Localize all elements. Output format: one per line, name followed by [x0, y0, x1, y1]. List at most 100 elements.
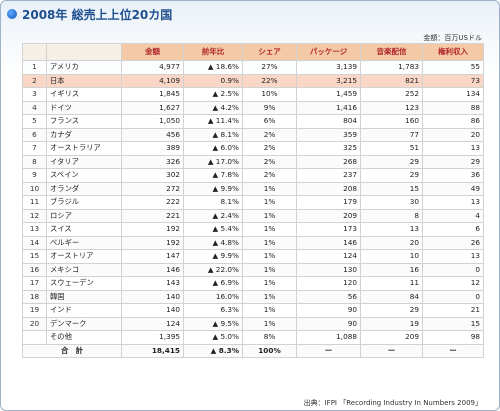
- cell-digital: 209: [360, 330, 423, 345]
- cell-rank: 17: [22, 276, 47, 291]
- cell-amount: 326: [121, 154, 184, 169]
- cell-rights: 20: [422, 127, 484, 142]
- cell-package: 1,416: [296, 100, 361, 115]
- cell-rank: 16: [22, 262, 47, 277]
- sales-table: 金額 前年比 シェア パッケージ 音楽配信 権利収入 1 アメリカ 4,977 ▲ 1…: [22, 43, 484, 358]
- header-rank: [22, 43, 47, 61]
- cell-digital: 11: [360, 276, 423, 291]
- cell-share: 10%: [242, 87, 297, 102]
- table-row: 5 フランス 1,050 ▲ 11.4% 6% 804 160 86: [22, 114, 484, 129]
- cell-rights: 49: [422, 181, 484, 196]
- cell-digital: 252: [360, 87, 423, 102]
- cell-digital: 8: [360, 208, 423, 223]
- cell-yoy: 6.3%: [183, 303, 243, 318]
- cell-country: オランダ: [46, 181, 122, 196]
- cell-rank: 5: [22, 114, 47, 129]
- cell-digital: 16: [360, 262, 423, 277]
- table-row: 1 アメリカ 4,977 ▲ 18.6% 27% 3,139 1,783 55: [22, 60, 484, 75]
- cell-amount: 4,109: [121, 73, 184, 88]
- cell-country: カナダ: [46, 127, 122, 142]
- cell-yoy: ▲ 18.6%: [183, 60, 243, 75]
- table-row: 17 スウェーデン 143 ▲ 6.9% 1% 120 11 12: [22, 276, 484, 291]
- cell-rights: 0: [422, 289, 484, 304]
- header-country: [46, 43, 122, 61]
- cell-amount: 140: [121, 303, 184, 318]
- table-row: 10 オランダ 272 ▲ 9.9% 1% 208 15 49: [22, 181, 484, 196]
- cell-package: 179: [296, 195, 361, 210]
- table-row: 3 イギリス 1,845 ▲ 2.5% 10% 1,459 252 134: [22, 87, 484, 102]
- cell-amount: 146: [121, 262, 184, 277]
- cell-country: ベルギー: [46, 235, 122, 250]
- title-text: 2008年 総売上上位20カ国: [22, 7, 173, 22]
- cell-digital: 77: [360, 127, 423, 142]
- cell-amount: 4,977: [121, 60, 184, 75]
- cell-package: 268: [296, 154, 361, 169]
- cell-rights: 73: [422, 73, 484, 88]
- cell-package: 146: [296, 235, 361, 250]
- cell-country: ロシア: [46, 208, 122, 223]
- cell-rights: 15: [422, 316, 484, 331]
- cell-yoy: 16.0%: [183, 289, 243, 304]
- cell-package: 56: [296, 289, 361, 304]
- cell-package: 325: [296, 141, 361, 156]
- table-row: 9 スペイン 302 ▲ 7.8% 2% 237 29 36: [22, 168, 484, 183]
- header-rights: 権利収入: [422, 43, 484, 61]
- cell-rights: 4: [422, 208, 484, 223]
- cell-digital: 13: [360, 222, 423, 237]
- cell-digital: 1,783: [360, 60, 423, 75]
- total-digital: ー: [360, 343, 423, 358]
- cell-rank: 19: [22, 303, 47, 318]
- table-row: 6 カナダ 456 ▲ 8.1% 2% 359 77 20: [22, 127, 484, 142]
- cell-package: 209: [296, 208, 361, 223]
- cell-rank: 11: [22, 195, 47, 210]
- table-row: 19 インド 140 6.3% 1% 90 29 21: [22, 303, 484, 318]
- header-package: パッケージ: [296, 43, 361, 61]
- cell-amount: 302: [121, 168, 184, 183]
- cell-country: ブラジル: [46, 195, 122, 210]
- cell-amount: 124: [121, 316, 184, 331]
- cell-share: 1%: [242, 262, 297, 277]
- cell-rank: 14: [22, 235, 47, 250]
- table-row: 15 オーストリア 147 ▲ 9.9% 1% 124 10 13: [22, 249, 484, 264]
- table-row: 14 ベルギー 192 ▲ 4.8% 1% 146 20 26: [22, 235, 484, 250]
- cell-digital: 30: [360, 195, 423, 210]
- cell-share: 1%: [242, 316, 297, 331]
- cell-amount: 1,845: [121, 87, 184, 102]
- cell-rank: 15: [22, 249, 47, 264]
- cell-yoy: ▲ 6.9%: [183, 276, 243, 291]
- cell-country: 日本: [46, 73, 122, 88]
- cell-country: 韓国: [46, 289, 122, 304]
- cell-share: 1%: [242, 195, 297, 210]
- cell-share: 1%: [242, 303, 297, 318]
- cell-digital: 160: [360, 114, 423, 129]
- cell-share: 2%: [242, 154, 297, 169]
- table-row: 20 デンマーク 124 ▲ 9.5% 1% 90 19 15: [22, 316, 484, 331]
- cell-digital: 821: [360, 73, 423, 88]
- cell-share: 1%: [242, 208, 297, 223]
- cell-digital: 15: [360, 181, 423, 196]
- cell-rank: 1: [22, 60, 47, 75]
- bullet-icon: [7, 9, 17, 19]
- table-row: 11 ブラジル 222 8.1% 1% 179 30 13: [22, 195, 484, 210]
- cell-amount: 143: [121, 276, 184, 291]
- cell-package: 1,459: [296, 87, 361, 102]
- table-row: 8 イタリア 326 ▲ 17.0% 2% 268 29 29: [22, 154, 484, 169]
- cell-yoy: 8.1%: [183, 195, 243, 210]
- cell-amount: 389: [121, 141, 184, 156]
- cell-country: スウェーデン: [46, 276, 122, 291]
- cell-rank: 20: [22, 316, 47, 331]
- cell-package: 130: [296, 262, 361, 277]
- header-amount: 金額: [121, 43, 184, 61]
- cell-share: 22%: [242, 73, 297, 88]
- cell-country: アメリカ: [46, 60, 122, 75]
- unit-note: 金額：百万USドル: [423, 34, 482, 42]
- cell-package: 237: [296, 168, 361, 183]
- cell-rank: 7: [22, 141, 47, 156]
- cell-package: 3,215: [296, 73, 361, 88]
- cell-share: 1%: [242, 289, 297, 304]
- cell-package: 124: [296, 249, 361, 264]
- cell-rights: 86: [422, 114, 484, 129]
- cell-package: 90: [296, 316, 361, 331]
- cell-package: 3,139: [296, 60, 361, 75]
- cell-yoy: ▲ 17.0%: [183, 154, 243, 169]
